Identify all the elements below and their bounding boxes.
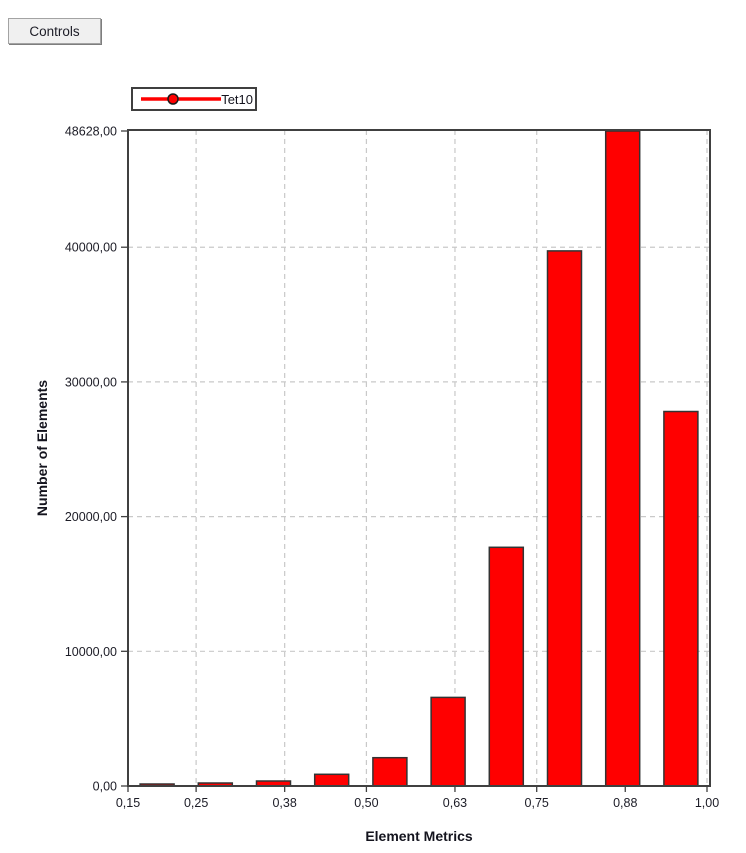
bar xyxy=(663,410,699,787)
legend-series-label: Tet10 xyxy=(221,91,253,107)
y-tick-label: 20000,00 xyxy=(65,510,117,524)
y-tick-label: 48628,00 xyxy=(65,125,117,139)
controls-button[interactable]: Controls xyxy=(8,18,101,44)
legend-line-marker-icon xyxy=(141,93,222,105)
y-axis-title: Number of Elements xyxy=(34,380,50,516)
y-tick-label: 40000,00 xyxy=(65,241,117,255)
bar xyxy=(313,773,350,787)
x-tick-label: 0,88 xyxy=(613,796,637,810)
bar xyxy=(488,546,525,787)
x-tick-label: 0,75 xyxy=(525,796,549,810)
x-tick-label: 0,25 xyxy=(184,796,208,810)
y-tick-label: 30000,00 xyxy=(65,375,117,389)
bar xyxy=(372,756,408,787)
bar xyxy=(604,130,641,787)
x-tick-label: 0,50 xyxy=(354,796,378,810)
y-tick-label: 0,00 xyxy=(93,780,117,794)
bar xyxy=(546,250,583,787)
y-tick-label: 10000,00 xyxy=(65,645,117,659)
x-tick-label: 1,00 xyxy=(695,796,719,810)
x-axis-title: Element Metrics xyxy=(365,828,473,844)
x-tick-label: 0,63 xyxy=(443,796,467,810)
x-tick-label: 0,38 xyxy=(272,796,296,810)
legend-marker-dot xyxy=(167,93,179,105)
plot-border xyxy=(127,129,711,787)
bar xyxy=(430,696,466,787)
chart-legend[interactable]: Tet10 xyxy=(131,87,257,111)
x-tick-label: 0,15 xyxy=(116,796,140,810)
